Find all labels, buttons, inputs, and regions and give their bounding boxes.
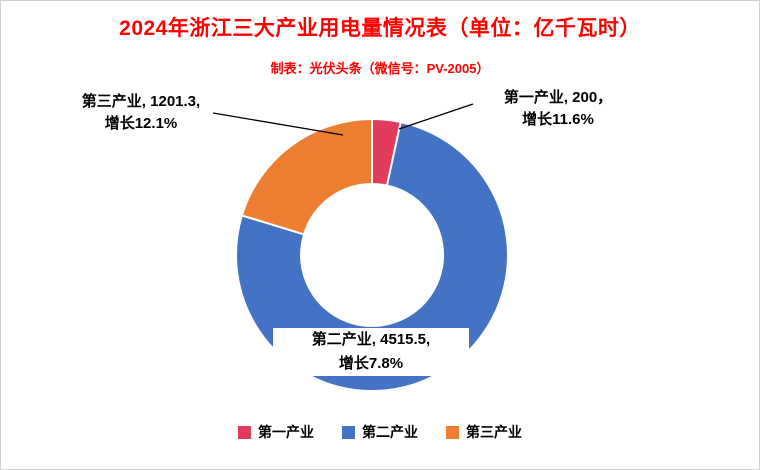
data-label-line: 增长11.6% <box>522 111 594 128</box>
legend: 第一产业 第二产业 第三产业 <box>1 422 759 442</box>
donut-slice-tertiary <box>240 117 373 236</box>
data-label-line: 第三产业, 1201.3, <box>81 93 201 110</box>
data-label-primary-industry: 第一产业, 200， 增长11.6% <box>453 87 663 131</box>
leader-line-primary <box>398 103 474 130</box>
data-label-tertiary-industry: 第三产业, 1201.3, 增长12.1% <box>36 91 246 135</box>
legend-label: 第三产业 <box>466 424 522 440</box>
leader-line-tertiary <box>212 112 344 136</box>
data-label-line: 第二产业, 4515.5, <box>311 331 431 348</box>
legend-swatch-tertiary-icon <box>446 425 459 439</box>
chart-title: 2024年浙江三大产业用电量情况表（单位：亿千瓦时） <box>119 17 641 40</box>
chart-subtitle: 制表：光伏头条（微信号：PV-2005） <box>270 61 490 76</box>
data-label-secondary-industry: 第二产业, 4515.5, 增长7.8% <box>273 328 469 376</box>
legend-label: 第一产业 <box>258 424 314 440</box>
legend-label: 第二产业 <box>362 424 418 440</box>
data-label-line: 增长7.8% <box>338 355 404 372</box>
legend-swatch-secondary-icon <box>342 425 355 439</box>
legend-item-primary: 第一产业 <box>238 422 314 442</box>
legend-swatch-primary-icon <box>238 425 251 439</box>
legend-item-secondary: 第二产业 <box>342 422 418 442</box>
data-label-line: 增长12.1% <box>104 115 178 132</box>
donut-slice-secondary <box>235 120 509 392</box>
legend-item-tertiary: 第三产业 <box>446 422 522 442</box>
data-label-line: 第一产业, 200， <box>503 89 613 106</box>
